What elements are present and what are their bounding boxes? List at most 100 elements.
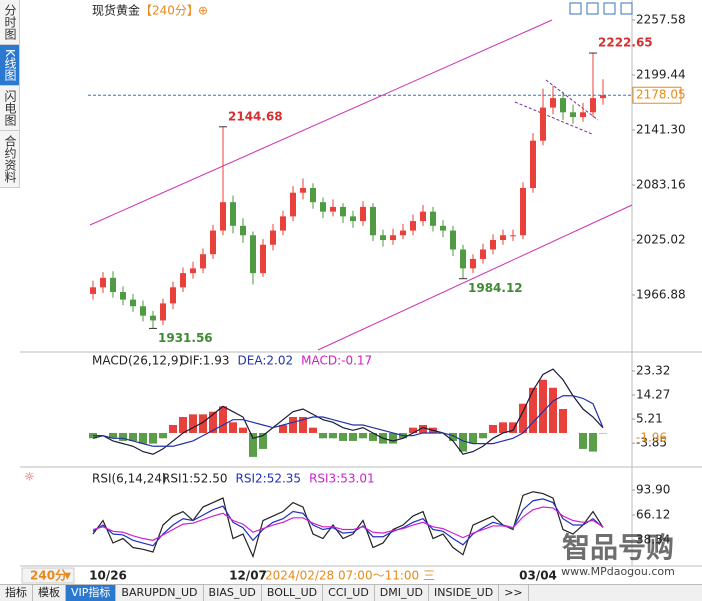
toolbar-icons[interactable] — [569, 2, 633, 15]
sidebar-tab[interactable]: 分时图 — [0, 0, 19, 45]
last-price-label: 2178.05 — [636, 88, 686, 102]
candle-body — [480, 249, 486, 259]
candle-body — [140, 306, 146, 316]
indicator-line — [92, 491, 604, 559]
y-tick-label: 2083.16 — [636, 177, 686, 191]
price-annotation: 1984.12 — [468, 281, 523, 295]
x-tick-label: 12/07 — [229, 569, 267, 583]
candle-body — [510, 235, 516, 237]
wedge-line — [514, 101, 593, 135]
candle-body — [290, 192, 296, 217]
macd-bar — [229, 422, 237, 433]
candle-body — [490, 240, 496, 250]
candle-body — [150, 315, 156, 321]
y-tick-label: 5.21 — [636, 412, 663, 426]
channel-line — [89, 19, 553, 226]
price-annotation: 2222.65 — [598, 36, 653, 50]
candle-body — [200, 254, 206, 269]
y-tick-label: 38.34 — [636, 533, 670, 547]
last-price-box — [632, 86, 682, 104]
macd-bar — [459, 432, 467, 452]
indicator-tab[interactable]: 模板 — [33, 585, 66, 601]
macd-bar — [139, 432, 147, 444]
candle-body — [460, 249, 466, 269]
candle-body — [550, 98, 556, 108]
settings-icon[interactable]: ☼ — [24, 470, 35, 484]
sidebar-tab[interactable]: 合约资料 — [0, 130, 19, 188]
channel-line — [317, 204, 633, 351]
candle-body — [560, 98, 566, 113]
macd-bar — [319, 432, 327, 439]
macd-bar — [469, 432, 477, 444]
y-tick-label: 23.32 — [636, 363, 670, 377]
indicator-tabs: 指标 模板 VIP指标 BARUPDN_UD BIAS_UD BOLL_UD CCI_UD D… — [0, 584, 702, 601]
y-tick-label: 14.27 — [636, 388, 670, 402]
chart-subtitle: 【240分】 — [140, 4, 199, 18]
macd-bar — [529, 387, 537, 433]
indicator-line — [92, 498, 604, 547]
cursor-time: 2024/02/28 07:00～11:00 三 — [265, 569, 435, 583]
macd-bar — [189, 414, 197, 433]
y-tick-label: 2025.02 — [636, 232, 686, 246]
macd-bar — [119, 432, 127, 441]
candle-body — [330, 206, 336, 212]
candle-body — [170, 287, 176, 304]
macd-bar — [239, 427, 247, 433]
macd-title: MACD(26,12,9) — [92, 354, 183, 368]
candle-body — [470, 258, 476, 269]
candle-body — [530, 140, 536, 188]
macd-bar — [419, 424, 427, 433]
candle-body — [300, 187, 306, 193]
dropdown-arrow[interactable]: ▼ — [64, 572, 71, 582]
candle-body — [570, 112, 576, 118]
macd-bar — [249, 432, 257, 457]
candle-body — [260, 244, 266, 274]
indicator-tab[interactable]: BOLL_UD — [262, 585, 324, 601]
y-tick-label: 1966.88 — [636, 287, 686, 301]
candle-body — [430, 211, 436, 226]
chart: 现货黄金 【240分】 ⊕ MACD(26,12,9) RSI(6,14,24)… — [20, 0, 702, 584]
legend-item: DEA:2.02 — [238, 354, 294, 368]
indicator-tab[interactable]: CCI_UD — [323, 585, 375, 601]
candle-body — [520, 187, 526, 236]
indicator-tab[interactable]: INSIDE_UD — [429, 585, 500, 601]
macd-bar — [279, 424, 287, 433]
macd-bar — [129, 432, 137, 441]
macd-bar — [509, 422, 517, 433]
candle-body — [90, 287, 96, 294]
macd-bar — [289, 417, 297, 433]
candle-body — [120, 292, 126, 300]
y-tick-label: 66.12 — [636, 508, 670, 522]
candle-body — [540, 107, 546, 141]
candle-body — [350, 216, 356, 222]
sidebar-tab[interactable]: K线图 — [0, 45, 19, 86]
macd-bar — [589, 432, 597, 452]
indicator-tab[interactable]: >> — [499, 585, 529, 601]
period-label[interactable]: 240分 — [30, 568, 67, 583]
sidebar: 分时图 K线图 闪电图 合约资料 — [0, 0, 20, 188]
indicator-tab[interactable]: BARUPDN_UD — [116, 585, 204, 601]
indicator-tab[interactable]: DMI_UD — [375, 585, 430, 601]
legend-item: DIF:1.93 — [180, 354, 230, 368]
macd-bar — [489, 424, 497, 433]
indicator-tab[interactable]: VIP指标 — [66, 585, 117, 601]
macd-bar — [369, 432, 377, 441]
macd-bar — [219, 406, 227, 433]
macd-bar — [339, 432, 347, 441]
candle-body — [390, 235, 396, 241]
candle-body — [250, 235, 256, 274]
candle-body — [440, 225, 446, 231]
macd-bar — [579, 432, 587, 449]
period-dropdown[interactable] — [21, 567, 75, 584]
sidebar-tab[interactable]: 闪电图 — [0, 85, 19, 131]
indicator-tab[interactable]: BIAS_UD — [204, 585, 262, 601]
candle-body — [340, 206, 346, 217]
candle-body — [270, 230, 276, 245]
candle-body — [450, 230, 456, 250]
indicator-tab[interactable]: 指标 — [0, 585, 33, 601]
macd-bar — [499, 422, 507, 433]
add-icon[interactable]: ⊕ — [198, 4, 208, 18]
indicator-line — [92, 506, 604, 541]
chart-title: 现货黄金 — [92, 3, 140, 18]
